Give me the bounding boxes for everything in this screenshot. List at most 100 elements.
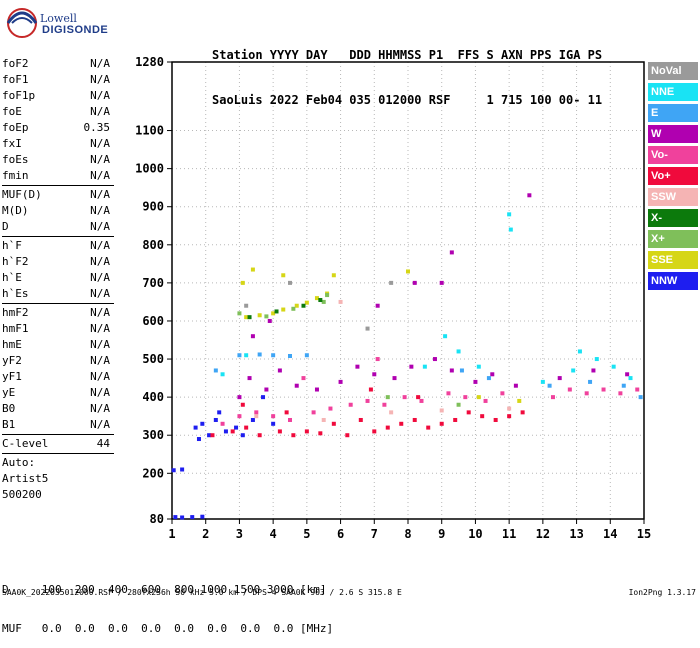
data-point-e <box>621 383 626 388</box>
data-point-x+ <box>385 395 390 400</box>
data-point-nnw <box>180 515 185 520</box>
param-row: Artist5 <box>2 471 114 487</box>
data-point-sse <box>517 398 522 403</box>
x-tick-label: 3 <box>236 527 243 541</box>
data-point-w <box>294 383 299 388</box>
data-point-sse <box>257 313 262 318</box>
param-row: yF1 N/A <box>2 369 114 385</box>
data-point-x+ <box>291 306 296 311</box>
data-point-w <box>247 376 252 381</box>
logo-text-bottom: DIGISONDE <box>42 24 109 36</box>
station-header: Station YYYY DAY DDD HHMMSS P1 FFS S AXN… <box>212 18 602 123</box>
data-point-sse <box>331 273 336 278</box>
data-point-vo+ <box>453 417 458 422</box>
data-point-noval <box>244 303 249 308</box>
data-point-vo+ <box>210 433 215 438</box>
header-line-1: Station YYYY DAY DDD HHMMSS P1 FFS S AXN… <box>212 48 603 62</box>
param-label: yF2 <box>2 354 22 367</box>
data-point-nne <box>244 353 249 358</box>
data-point-vo+ <box>257 433 262 438</box>
x-tick-label: 5 <box>303 527 310 541</box>
legend-item: NoVal <box>648 62 698 80</box>
param-label: hmE <box>2 338 22 351</box>
data-point-w <box>513 383 518 388</box>
data-point-vo- <box>328 406 333 411</box>
data-point-nnw <box>180 467 185 472</box>
data-point-sse <box>244 315 249 320</box>
data-point-e <box>237 353 242 358</box>
legend-item: E <box>648 104 698 122</box>
x-tick-label: 14 <box>603 527 617 541</box>
data-point-x+ <box>456 402 461 407</box>
data-point-nnw <box>217 410 222 415</box>
param-value: N/A <box>90 370 110 383</box>
param-label: fxI <box>2 137 22 150</box>
data-point-e <box>288 354 292 359</box>
data-point-vo- <box>584 391 589 396</box>
data-point-nnw <box>190 515 195 520</box>
distance-muf-table: D 100 200 400 600 800 1000 1500 3000 [km… <box>2 557 333 648</box>
x-tick-label: 8 <box>404 527 411 541</box>
distance-row: D 100 200 400 600 800 1000 1500 3000 [km… <box>2 583 327 596</box>
param-label: 500200 <box>2 488 42 501</box>
data-point-x+ <box>237 311 242 316</box>
data-point-nnw <box>223 429 228 434</box>
data-point-e <box>638 395 643 400</box>
legend-item: W <box>648 125 698 143</box>
data-point-w <box>449 250 454 255</box>
data-point-nne <box>594 357 599 362</box>
x-tick-label: 4 <box>270 527 277 541</box>
data-point-vo- <box>365 398 370 403</box>
param-row: 500200 <box>2 487 114 503</box>
legend-item: SSE <box>648 251 698 269</box>
data-point-vo+ <box>358 417 363 422</box>
x-tick-label: 15 <box>637 527 651 541</box>
y-tick-label: 1000 <box>135 162 164 176</box>
param-value: N/A <box>90 153 110 166</box>
data-point-nne <box>611 364 616 369</box>
data-point-w <box>267 318 272 323</box>
legend-item: X+ <box>648 230 698 248</box>
data-point-sse <box>294 303 299 308</box>
data-point-vo+ <box>291 433 296 438</box>
polarization-legend: NoVal NNE E W Vo- Vo+ SSW X- X+ SSE NNW <box>648 62 698 293</box>
legend-item: NNE <box>648 83 698 101</box>
data-point-nnw <box>213 417 218 422</box>
data-point-w <box>527 193 532 198</box>
data-point-vo- <box>288 417 292 422</box>
data-point-vo+ <box>244 425 249 430</box>
data-point-sse <box>476 395 481 400</box>
param-row: foF2 N/A <box>2 56 114 72</box>
data-point-e <box>304 353 309 358</box>
param-label: foEs <box>2 153 29 166</box>
data-point-vo- <box>375 357 380 362</box>
param-label: MUF(D) <box>2 188 42 201</box>
param-label: foE <box>2 105 22 118</box>
data-point-vo+ <box>284 410 289 415</box>
data-point-nnw <box>250 417 255 422</box>
param-label: h`E <box>2 271 22 284</box>
x-tick-label: 1 <box>168 527 175 541</box>
param-row: foE N/A <box>2 104 114 120</box>
data-point-nnw <box>271 421 276 426</box>
data-point-vo- <box>618 391 623 396</box>
header-line-2: SaoLuis 2022 Feb04 035 012000 RSF 1 715 … <box>212 93 603 107</box>
param-label: D <box>2 220 9 233</box>
data-point-ssw <box>254 414 259 419</box>
data-point-e <box>257 352 262 357</box>
y-tick-label: 1280 <box>135 55 164 69</box>
param-row: h`F N/A <box>2 238 114 254</box>
data-point-nne <box>571 368 576 373</box>
x-tick-label: 10 <box>468 527 482 541</box>
param-row: MUF(D) N/A <box>2 187 114 203</box>
param-value: N/A <box>90 418 110 431</box>
data-point-vo+ <box>480 414 485 419</box>
data-point-w <box>473 379 478 384</box>
data-point-w <box>338 379 343 384</box>
param-separator <box>2 236 114 237</box>
data-point-vo+ <box>345 433 350 438</box>
data-point-nne <box>220 372 225 377</box>
param-value: 44 <box>96 437 110 450</box>
data-point-vo+ <box>466 410 471 415</box>
data-point-vo- <box>348 402 353 407</box>
